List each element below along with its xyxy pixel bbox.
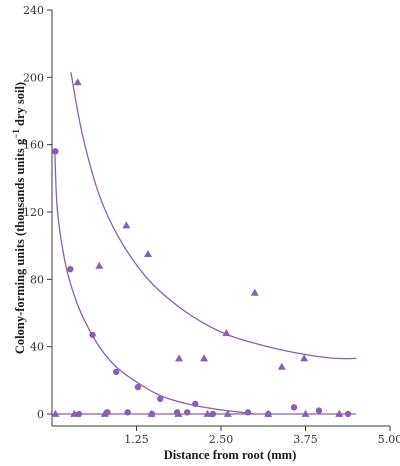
data-point-circle [113,368,120,376]
data-points [51,78,352,418]
data-point-circle [173,409,181,416]
data-point-triangle [300,354,309,362]
x-tick-label: 2.50 [209,433,234,446]
data-point-triangle [223,409,232,417]
y-tick-label: 80 [30,273,44,286]
x-tick-label: 1.25 [124,433,149,446]
data-point-circle [184,409,191,416]
x-tick-label: 3.75 [293,433,318,446]
y-tick-label: 240 [23,4,44,17]
data-point-triangle [144,249,152,257]
data-point-circle [192,400,199,408]
data-point-circle [89,331,96,339]
data-point-circle [52,148,59,155]
data-point-triangle [277,362,286,370]
data-point-triangle [122,221,131,229]
data-point-circle [157,395,164,403]
y-axis-title: Colony-forming units (thousands units g−… [11,82,27,354]
data-point-circle [244,409,252,416]
fitted-curves [54,72,357,415]
y-axis-title-suffix: dry soil) [13,82,27,129]
y-axis-ticks: 0 40 80 120 160 200 240 [23,4,52,421]
data-point-circle [315,407,323,414]
data-point-triangle [51,409,60,417]
data-point-triangle [175,354,184,362]
data-point-triangle [203,409,212,417]
data-point-circle [67,266,74,273]
y-tick-label: 0 [37,408,44,421]
data-point-circle [75,410,83,418]
data-point-circle [290,404,298,411]
data-point-circle [265,410,272,418]
data-point-triangle [250,288,259,296]
x-axis-title: Distance from root (mm) [164,448,296,462]
fitted-curve-triangle [70,72,357,360]
y-tick-label: 200 [23,71,44,84]
data-point-triangle [200,354,209,362]
y-tick-label: 160 [23,139,44,152]
data-point-circle [148,410,156,418]
data-point-circle [124,409,131,416]
y-tick-label: 40 [30,341,44,354]
y-axis-title-exponent: −1 [11,129,21,139]
data-point-triangle [335,409,344,417]
fitted-curve-circle [54,147,255,415]
x-tick-label: 5.00 [378,433,400,446]
data-point-circle [104,409,111,416]
data-point-triangle [222,329,231,337]
y-tick-label: 120 [23,206,44,219]
data-point-circle [209,410,217,418]
x-axis-ticks: 1.25 2.50 3.75 5.00 [124,426,400,446]
data-point-triangle [95,261,104,269]
y-axis-title-main: Colony-forming units (thousands units g [13,138,27,354]
data-point-triangle [301,409,310,417]
data-point-triangle [73,78,82,86]
data-point-circle [134,383,142,391]
data-point-circle [344,410,352,418]
